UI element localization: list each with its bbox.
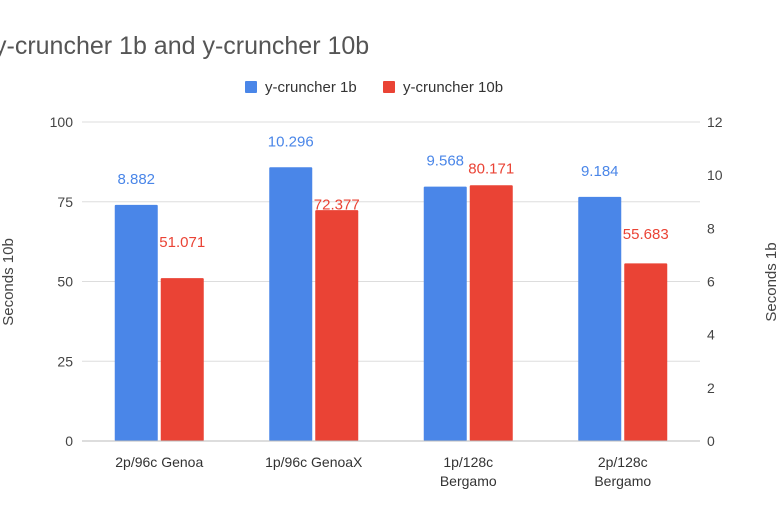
legend-swatch-10b (383, 81, 395, 93)
bar-10b (315, 210, 359, 441)
left-tick-label: 50 (57, 274, 73, 290)
right-tick-label: 4 (707, 327, 715, 343)
data-label-1b: 9.184 (581, 163, 619, 180)
bar-10b (624, 263, 668, 441)
bar-1b (269, 167, 313, 441)
x-tick-label: 2p/128c (598, 454, 648, 470)
chart-title: y-cruncher 1b and y-cruncher 10b (0, 32, 369, 60)
bar-1b (423, 186, 467, 441)
x-tick-label: 1p/128c (443, 454, 493, 470)
legend-label-1b: y-cruncher 1b (265, 79, 357, 96)
right-tick-label: 8 (707, 220, 715, 236)
x-tick-label: Bergamo (594, 473, 651, 489)
bar-1b (114, 204, 158, 441)
bar-10b (160, 278, 204, 441)
left-tick-label: 75 (57, 194, 73, 210)
x-tick-label: 2p/96c Genoa (115, 454, 203, 470)
right-tick-label: 10 (707, 167, 723, 183)
right-tick-label: 12 (707, 114, 723, 130)
data-label-1b: 8.882 (117, 171, 155, 188)
x-axis-labels: 2p/96c Genoa 1p/96c GenoaX 1p/128c Bergamo 2… (115, 454, 651, 489)
data-label-1b: 9.568 (426, 153, 464, 170)
data-label-1b: 10.296 (268, 133, 314, 150)
left-tick-label: 25 (57, 353, 73, 369)
data-label-10b: 51.071 (159, 234, 205, 251)
right-axis-label: Seconds 1b (763, 242, 780, 321)
x-tick-label: Bergamo (440, 473, 497, 489)
data-label-10b: 55.683 (623, 226, 669, 243)
x-tick-label: 1p/96c GenoaX (265, 454, 363, 470)
left-tick-label: 0 (65, 433, 73, 449)
left-axis-ticks: 0 25 50 75 100 (50, 114, 74, 449)
legend: y-cruncher 1b y-cruncher 10b (245, 79, 503, 96)
right-tick-label: 6 (707, 274, 715, 290)
data-label-10b: 80.171 (468, 160, 514, 177)
bars (114, 167, 668, 441)
right-tick-label: 0 (707, 433, 715, 449)
left-axis-label: Seconds 10b (0, 238, 17, 326)
legend-label-10b: y-cruncher 10b (403, 79, 503, 96)
bar-10b (469, 185, 513, 441)
bar-1b (578, 196, 622, 441)
right-tick-label: 2 (707, 380, 715, 396)
data-labels: 8.882 51.071 10.296 72.377 9.568 80.171 9.184 5… (117, 133, 668, 251)
left-tick-label: 100 (50, 114, 74, 130)
data-label-10b: 72.377 (314, 196, 360, 213)
right-axis-ticks: 0 2 4 6 8 10 12 (707, 114, 723, 449)
legend-swatch-1b (245, 81, 257, 93)
